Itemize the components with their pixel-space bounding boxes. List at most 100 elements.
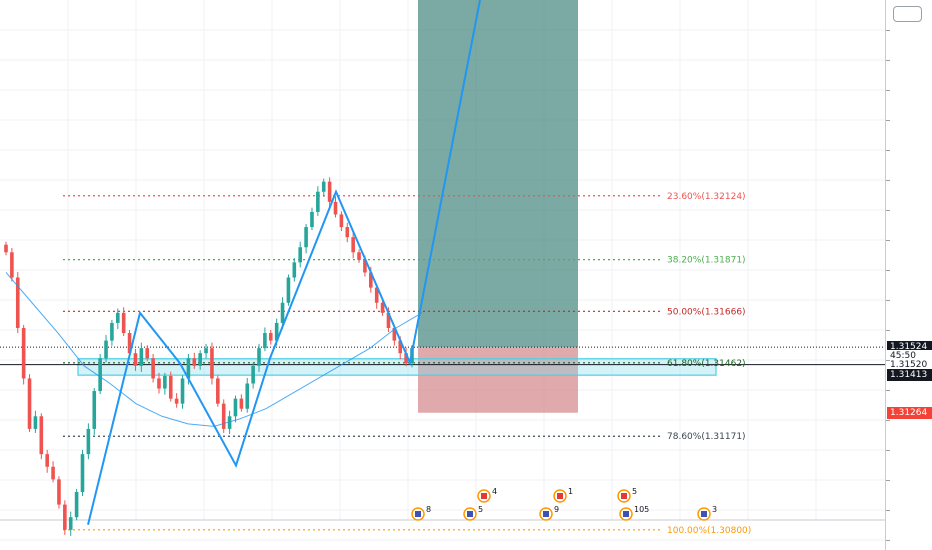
event-marker[interactable]: 9: [539, 505, 559, 521]
axis-tick: [886, 180, 890, 181]
event-marker[interactable]: 1: [553, 487, 573, 503]
candle-body: [39, 416, 44, 455]
candle-body: [80, 454, 85, 492]
event-flag-fill: [481, 493, 487, 499]
candle-body: [286, 277, 291, 303]
candle-body: [333, 201, 338, 215]
candle-body: [174, 398, 179, 404]
candle-body: [321, 181, 326, 192]
candle-body: [74, 491, 79, 518]
event-flag-fill: [543, 511, 549, 517]
candle-body: [104, 340, 108, 359]
candle-body: [110, 322, 114, 341]
event-count-label: 5: [478, 505, 483, 514]
loss-zone: [418, 347, 578, 413]
profit-zone: [418, 0, 578, 348]
candle-body: [363, 259, 367, 273]
fib-level-label: 23.60%(1.32124): [667, 192, 746, 202]
candle-body: [239, 398, 244, 409]
candle-body: [121, 312, 126, 334]
candle-body: [274, 322, 279, 341]
candle-body: [404, 353, 408, 364]
event-flag-fill: [415, 511, 421, 517]
candle-body: [210, 348, 214, 379]
axis-tick: [886, 30, 890, 31]
event-marker[interactable]: 5: [617, 487, 637, 503]
candle-body: [357, 252, 361, 260]
event-flag-fill: [623, 511, 629, 517]
candle-body: [292, 262, 297, 278]
candle-body: [151, 358, 155, 379]
axis-tick: [886, 270, 890, 271]
axis-tick: [886, 360, 890, 361]
price-tag: 1.31520: [887, 358, 932, 371]
axis-tick: [886, 90, 890, 91]
event-flag-fill: [557, 493, 563, 499]
candle-body: [369, 272, 373, 288]
axis-tick: [886, 480, 890, 481]
candle-body: [263, 333, 267, 349]
fib-level-label: 78.60%(1.31171): [667, 432, 746, 442]
fib-level-label: 38.20%(1.31871): [667, 256, 746, 266]
event-marker[interactable]: 3: [697, 505, 717, 521]
candle-body: [339, 214, 344, 228]
candle-body: [327, 181, 332, 202]
candle-body: [227, 416, 232, 429]
candle-body: [115, 312, 120, 323]
candle-body: [157, 378, 161, 389]
event-flag-fill: [701, 511, 707, 517]
candle-body: [251, 365, 255, 384]
candle-body: [45, 454, 49, 467]
candle-body: [351, 237, 355, 253]
candle-body: [380, 302, 385, 313]
candle-body: [192, 358, 197, 366]
candle-body: [280, 302, 285, 323]
candle-body: [268, 333, 273, 341]
price-chart[interactable]: 23.60%(1.32124) 38.20%(1.31871) 50.00%(1.3…: [0, 0, 885, 550]
axis-tick: [886, 390, 890, 391]
axis-tick: [886, 300, 890, 301]
candle-body: [245, 383, 250, 409]
axis-tick: [886, 450, 890, 451]
candle-body: [374, 287, 379, 303]
candle-body: [10, 252, 14, 278]
candle-body: [398, 340, 403, 354]
candle-body: [27, 378, 32, 429]
candle-body: [386, 312, 391, 328]
price-tag: 1.31264: [887, 406, 932, 419]
support-zone: [77, 358, 717, 376]
price-axis[interactable]: 1.31524 45:50 1.31520 1.31413 1.31264: [885, 0, 932, 550]
event-marker[interactable]: 105: [619, 505, 649, 521]
candle-body: [221, 403, 226, 429]
candle-body: [15, 277, 20, 328]
candle-body: [392, 327, 397, 341]
candle-body: [216, 378, 220, 404]
candle-body: [33, 416, 38, 429]
event-flag-fill: [621, 493, 627, 499]
axis-tick: [886, 510, 890, 511]
axis-tick: [886, 120, 890, 121]
candle-body: [4, 244, 8, 253]
event-marker[interactable]: 8: [411, 505, 431, 521]
candle-body: [98, 358, 102, 392]
candle-body: [316, 191, 320, 212]
event-marker[interactable]: 4: [477, 487, 497, 503]
candle-body: [139, 348, 144, 366]
candle-body: [257, 348, 261, 366]
candle-body: [127, 333, 132, 354]
candle-body: [51, 466, 55, 480]
fib-level-label: 61.80%(1.31462): [667, 359, 746, 369]
event-marker[interactable]: 5: [463, 505, 483, 521]
auto-scale-button[interactable]: [893, 6, 922, 22]
price-tag: 1.31413: [887, 369, 932, 382]
candle-body: [180, 378, 185, 404]
fib-level-label: 50.00%(1.31666): [667, 307, 746, 317]
candle-body: [145, 348, 150, 359]
candle-body: [92, 391, 97, 429]
candle-body: [133, 353, 138, 366]
candle-body: [304, 227, 308, 248]
candle-body: [186, 358, 191, 379]
axis-tick: [886, 330, 890, 331]
candle-body: [21, 327, 26, 379]
event-count-label: 3: [712, 505, 717, 514]
